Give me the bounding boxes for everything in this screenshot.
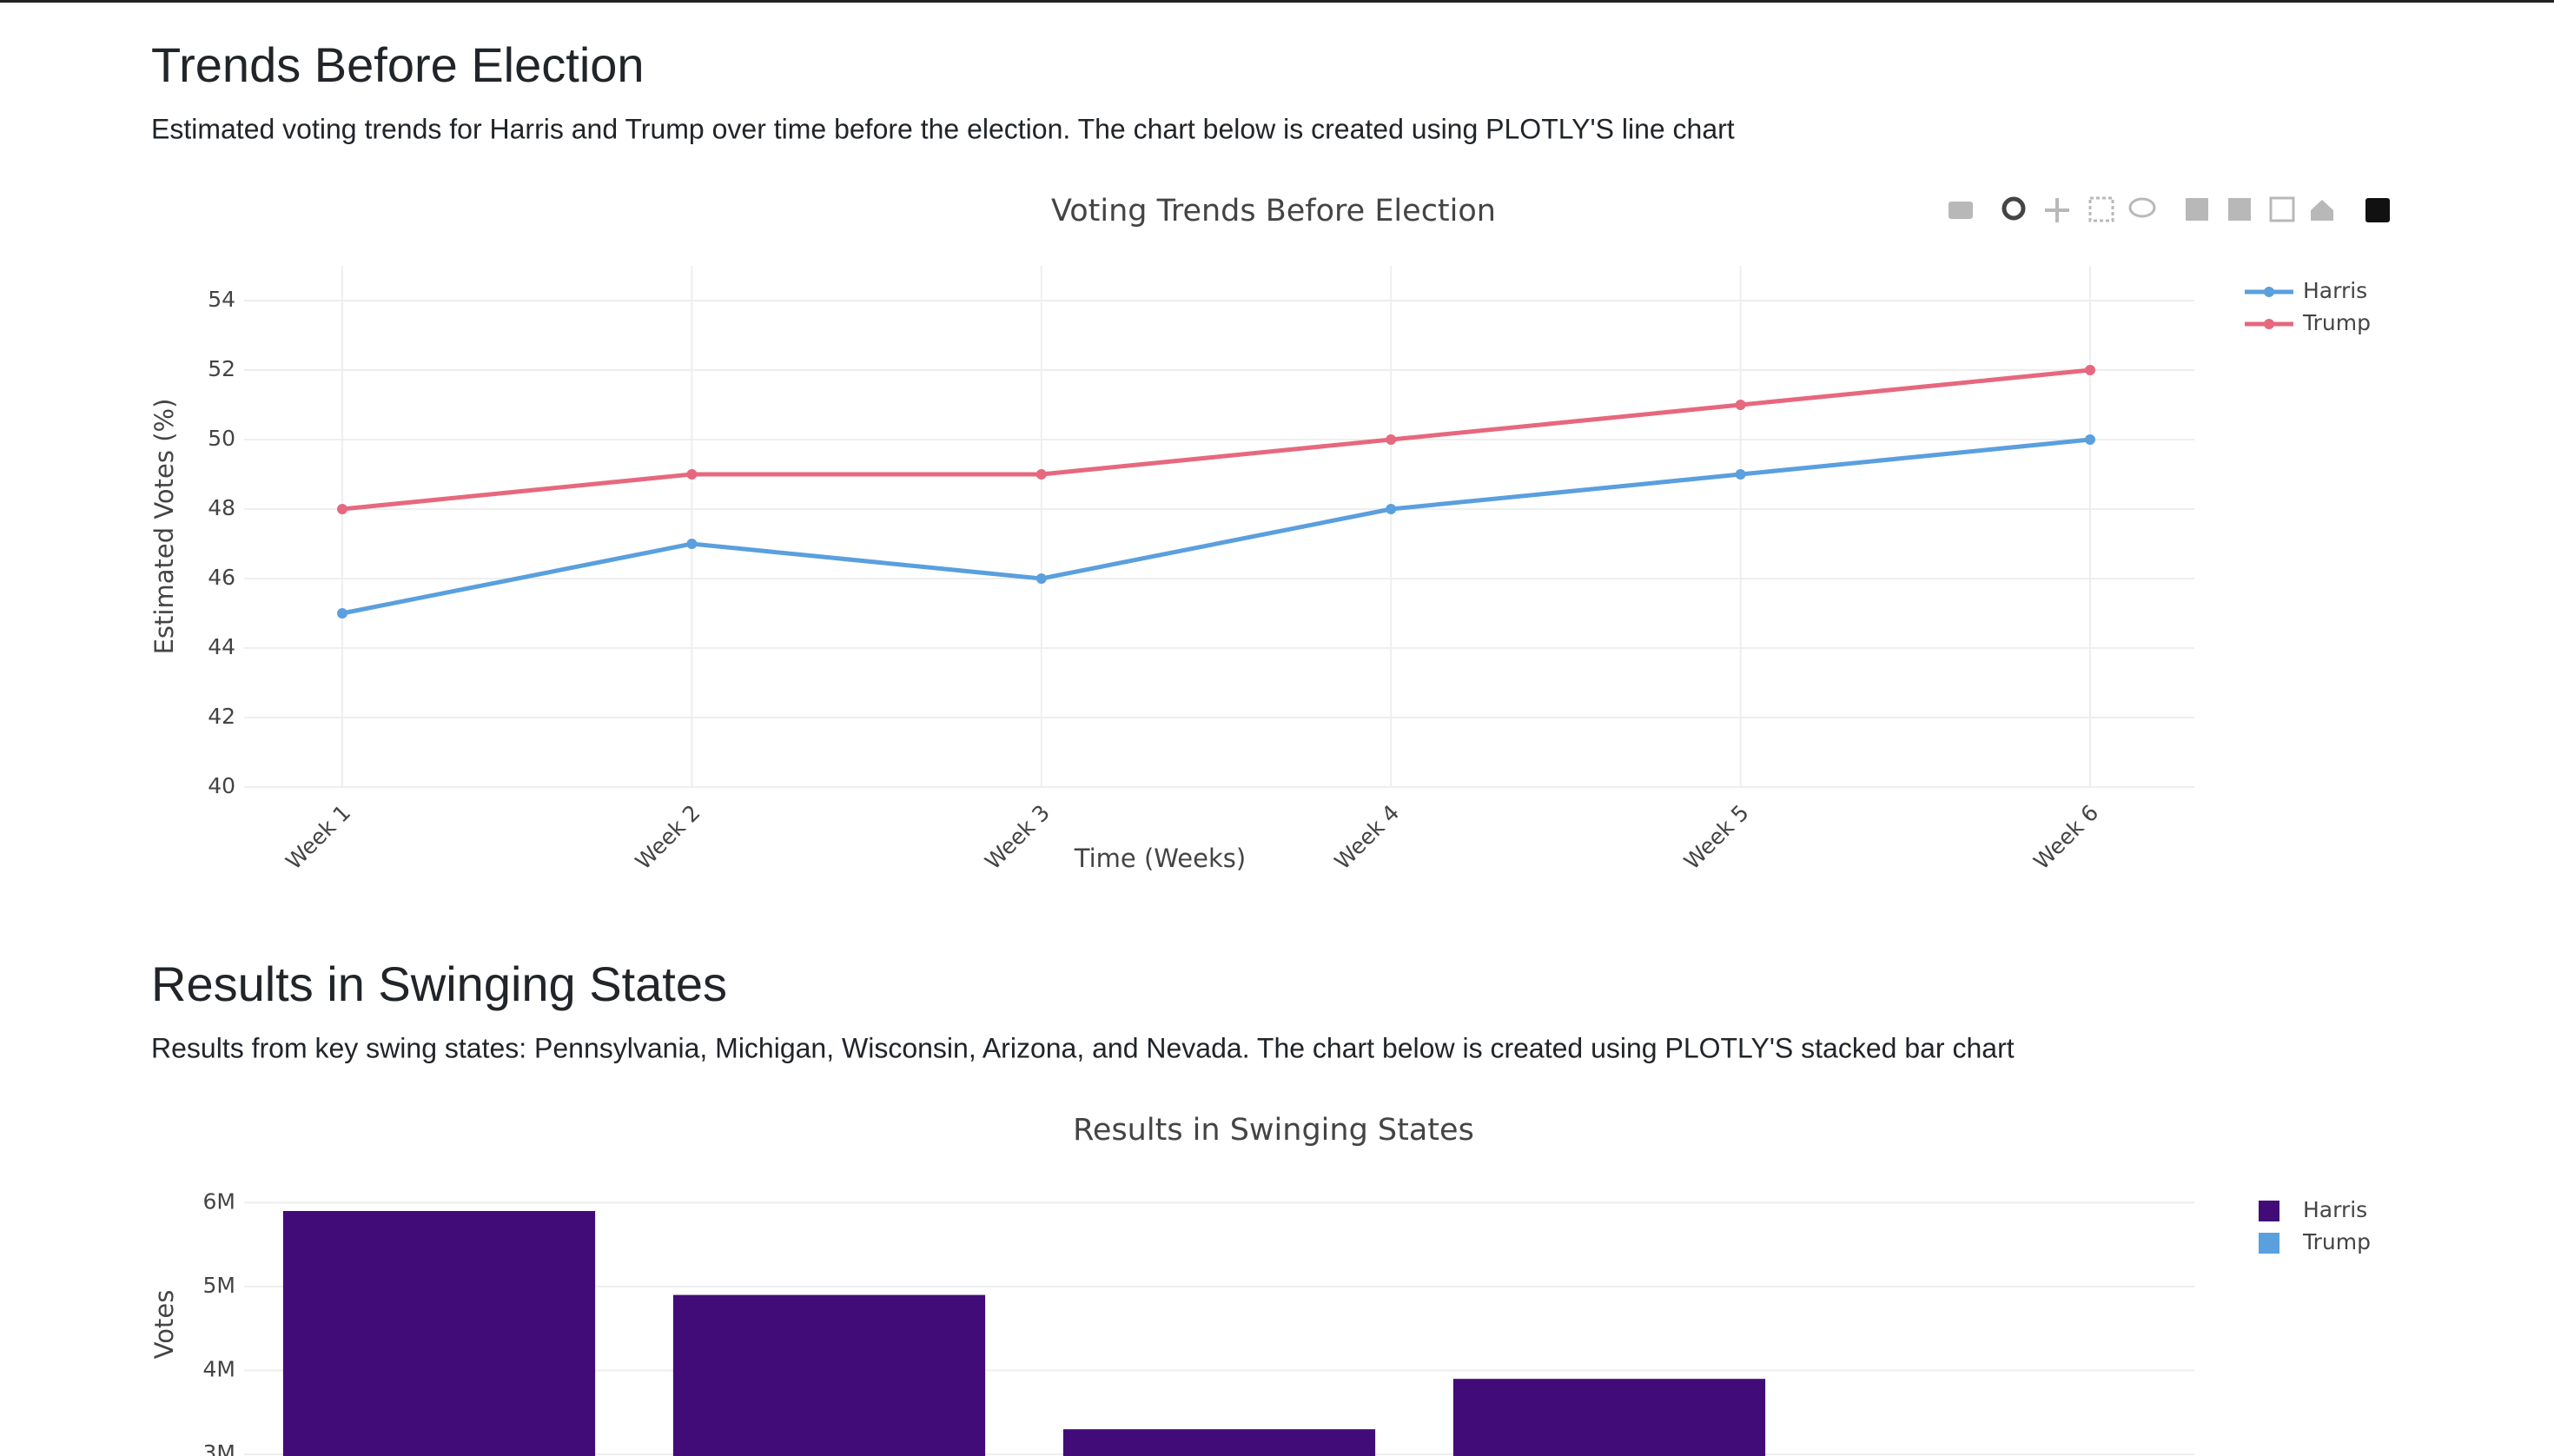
y-tick-label: 6M bbox=[203, 1188, 235, 1214]
camera-icon[interactable] bbox=[1949, 202, 1973, 219]
series-line bbox=[341, 437, 2091, 616]
point bbox=[686, 539, 698, 549]
zoom-in-icon[interactable] bbox=[2186, 198, 2208, 221]
legend-swatch-point bbox=[2264, 319, 2274, 329]
y-tick-label: 4M bbox=[203, 1357, 235, 1382]
point bbox=[686, 469, 698, 480]
point bbox=[2085, 434, 2095, 445]
zoom-out-icon[interactable] bbox=[2228, 198, 2251, 221]
legend-label: Harris bbox=[2303, 278, 2367, 303]
reset-icon[interactable] bbox=[2311, 200, 2333, 221]
y-tick-label: 46 bbox=[208, 565, 235, 590]
y-tick-label: 42 bbox=[208, 704, 235, 729]
bar bbox=[1062, 1429, 1376, 1456]
select-icon[interactable] bbox=[2088, 196, 2114, 222]
y-tick-label: 50 bbox=[208, 426, 235, 451]
series-line bbox=[341, 367, 2091, 512]
x-axis-title: Time (Weeks) bbox=[1074, 844, 1246, 873]
section-heading: Results in Swinging States bbox=[151, 956, 727, 1011]
y-tick-label: 40 bbox=[208, 773, 235, 798]
legend-swatch-point bbox=[2264, 287, 2274, 297]
x-tick-label: Week 4 bbox=[1330, 800, 1405, 875]
plotly-logo[interactable] bbox=[2365, 198, 2390, 222]
modebar[interactable] bbox=[1949, 196, 2390, 222]
point bbox=[337, 608, 347, 619]
point bbox=[1735, 469, 1746, 480]
x-tick-label: Week 6 bbox=[2028, 800, 2103, 875]
point bbox=[1035, 469, 1047, 480]
point bbox=[1386, 434, 1397, 445]
section-description: Results from key swing states: Pennsylva… bbox=[151, 1032, 2015, 1063]
x-tick-label: Week 3 bbox=[980, 800, 1055, 875]
y-tick-label: 44 bbox=[208, 634, 235, 659]
section-heading: Trends Before Election bbox=[151, 37, 645, 92]
bar bbox=[282, 1210, 596, 1456]
bar bbox=[672, 1294, 986, 1456]
legend-label: Trump bbox=[2302, 1229, 2371, 1254]
y-tick-label: 52 bbox=[208, 356, 235, 381]
point bbox=[1735, 400, 1746, 410]
legend-swatch bbox=[2259, 1201, 2279, 1221]
legend-swatch bbox=[2259, 1233, 2279, 1254]
chart-title: Results in Swinging States bbox=[1073, 1113, 1474, 1148]
section-description: Estimated voting trends for Harris and T… bbox=[151, 113, 1735, 144]
y-tick-label: 54 bbox=[208, 287, 235, 312]
bar bbox=[1452, 1379, 1766, 1456]
y-axis-title: Votes bbox=[149, 1290, 179, 1360]
y-tick-label: 48 bbox=[208, 495, 235, 520]
top-border bbox=[0, 0, 2554, 3]
zoom-icon[interactable] bbox=[2002, 196, 2026, 221]
legend-label: Harris bbox=[2303, 1197, 2367, 1222]
x-tick-label: Week 5 bbox=[1679, 800, 1754, 875]
x-tick-label: Week 1 bbox=[281, 800, 355, 875]
point bbox=[1035, 573, 1047, 584]
chart-title: Voting Trends Before Election bbox=[1051, 194, 1496, 228]
pan-icon[interactable] bbox=[2045, 198, 2069, 222]
lasso-icon[interactable] bbox=[2128, 197, 2156, 218]
x-tick-label: Week 2 bbox=[631, 800, 705, 875]
y-tick-label: 5M bbox=[203, 1273, 235, 1298]
point bbox=[337, 504, 347, 514]
y-axis-title: Estimated Votes (%) bbox=[149, 399, 179, 655]
point bbox=[2085, 365, 2095, 375]
point bbox=[1386, 504, 1397, 514]
y-tick-label: 3M bbox=[203, 1440, 235, 1456]
autoscale-icon[interactable] bbox=[2269, 196, 2295, 222]
legend-label: Trump bbox=[2302, 310, 2371, 335]
